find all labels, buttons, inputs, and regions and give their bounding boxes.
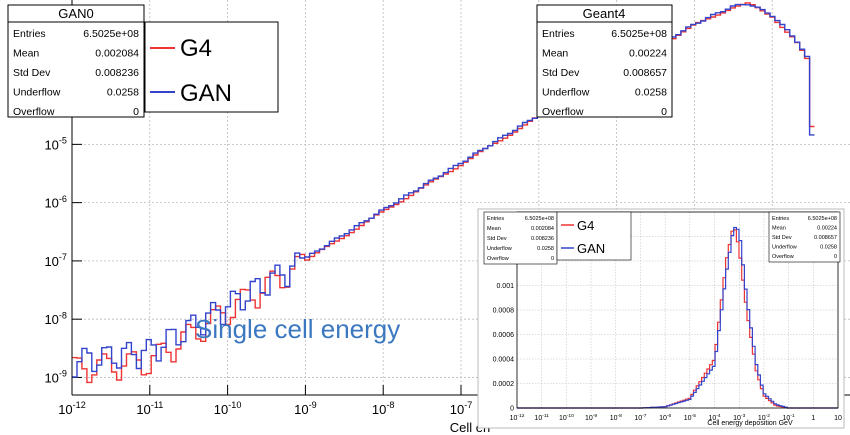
stats-geant4-row-label: Mean [542,48,568,60]
inset-x-tick-label: 10-10 [559,413,574,422]
inset-stats-gan0-row-label: Overflow [487,256,509,262]
stats-gan0-row-value: 0.0258 [107,87,139,99]
main-series [72,2,815,384]
annotation-text: Single cell energy [195,314,400,344]
inset-x-tick-label: 10-6 [659,413,671,422]
inset-y-tick-label: 0 [510,406,514,413]
inset-stats-gan0-row-label: Entries [487,216,504,222]
stats-gan0-row-label: Mean [13,48,39,60]
inset-x-tick-label: 10-7 [634,413,646,422]
inset-plot: 00.00020.00040.00060.00080.0010.00120.00… [477,208,845,429]
inset-x-tick-label: 10 [834,415,842,422]
inset-y-tick-label: 0.0002 [493,381,515,388]
inset-x-tick-label: 10-1 [783,413,795,422]
legend: G4 GAN [144,21,279,113]
inset-stats-geant4-row-label: Mean [772,226,786,232]
inset-x-tick-label: 10-9 [585,413,597,422]
main-y-tick-label: 10-9 [44,369,67,386]
inset-stats-geant4-row-label: Std Dev [772,235,792,241]
stats-geant4-row-value: 0.0258 [635,87,667,99]
main-x-tick-label: 10-11 [136,400,163,417]
stats-box-geant4-rows: Entries 6.5025e+08 Mean 0.00224 Std Dev 0.008… [542,28,667,118]
stats-geant4-row-label: Entries [542,28,575,40]
inset-y-tick-label: 0.0008 [493,308,515,315]
stats-box-gan0: GAN0 Entries 6.5025e+08 Mean 0.002084 Std De… [7,4,145,118]
inset-y-tick-label: 0.0004 [493,357,515,364]
stats-geant4-row-label: Underflow [542,87,590,99]
inset-y-tick-label: 0.001 [496,283,514,290]
inset-stats-geant4-row-value: 0 [834,254,837,260]
stats-box-geant4: Geant4 Entries 6.5025e+08 Mean 0.00224 Std D… [536,4,673,118]
stats-geant4-row-label: Std Dev [542,67,580,79]
main-x-tick-label: 10-12 [58,400,86,417]
main-x-tick-label: 10-8 [372,400,395,417]
inset-x-tick-label: 10-5 [684,413,696,422]
inset-stats-geant4-row-value: 0.0258 [820,245,837,251]
inset-stats-geant4-row-label: Underflow [772,245,797,251]
stats-geant4-row-value: 0 [661,106,667,118]
stats-box-gan0-title: GAN0 [58,6,93,21]
stats-gan0-row-value: 0 [133,106,139,118]
inset-x-tick-label: 10-8 [610,413,622,422]
main-y-tick-label: 10-8 [44,310,67,327]
inset-x-axis-label: Cell energy deposition GeV [707,420,793,427]
stats-gan0-row-label: Overflow [13,106,55,118]
inset-legend-label-g4: G4 [577,218,594,233]
stats-gan0-row-value: 0.002084 [95,48,139,60]
main-y-tick-label: 10-5 [44,136,67,153]
stats-gan0-row-label: Entries [13,28,46,40]
stats-geant4-row-value: 0.00224 [629,48,667,60]
inset-stats-gan0-rows: Entries 6.5025e+08 Mean 0.002084 Std Dev 0.00… [487,216,554,262]
inset-stats-geant4-frame [768,211,841,263]
inset-stats-gan0-row-value: 0 [551,256,554,262]
inset-plot-frame [516,211,839,409]
stats-gan0-row-label: Underflow [13,87,61,99]
inset-x-tick-label: 10-4 [708,413,720,422]
stats-geant4-row-label: Overflow [542,106,584,118]
inset-stats-geant4-row-label: Entries [772,216,789,222]
stats-gan0-row-value: 0.008236 [95,67,139,79]
main-x-tick-label: 10-9 [294,400,317,417]
inset-stats-gan0-row-value: 6.5025e+08 [525,216,554,222]
inset-x-tick-label: 10-11 [534,413,549,422]
inset-legend-label-gan: GAN [577,241,605,256]
inset-stats-gan0-row-label: Std Dev [487,236,507,242]
inset-x-tick-label: 10-3 [733,413,745,422]
stats-gan0-row-label: Std Dev [13,67,51,79]
stats-box-gan0-rows: Entries 6.5025e+08 Mean 0.002084 Std Dev 0.00… [13,28,139,118]
main-y-tick-label: 10-6 [44,194,67,211]
stats-box-gan0-frame [7,4,145,118]
inset-legend-box [556,211,632,261]
inset-stats-geant4-row-value: 6.5025e+08 [808,216,837,222]
stats-geant4-row-value: 0.008657 [623,67,667,79]
main-y-tick-label: 10-7 [44,252,67,269]
inset-stats-geant4-rows: Entries 6.5025e+08 Mean 0.00224 Std Dev 0.008… [772,216,837,260]
main-y-ticks: 10-9 10-8 10-7 10-6 10-5 [44,136,82,386]
inset-x-ticks: 10-12 10-11 10-10 10-9 10-8 10-7 10-6 10-5 10-4 1… [510,413,842,422]
inset-stats-gan0-row-label: Underflow [487,246,512,252]
legend-label-g4: G4 [180,35,212,62]
inset-stats-gan0-row-value: 0.008236 [531,236,554,242]
inset-y-tick-label: 0.0006 [493,332,515,339]
inset-stats-gan0-row-value: 0.002084 [531,226,554,232]
inset-stats-geant4-row-value: 0.00224 [817,226,837,232]
inset-stats-gan0-frame [483,211,558,265]
main-x-tick-label: 10-7 [450,400,473,417]
inset-x-tick-label: 10-12 [510,413,525,422]
legend-box [144,21,279,113]
inset-stats-geant4-row-value: 0.008657 [814,235,837,241]
inset-stats-geant4-row-label: Overflow [772,254,794,260]
inset-x-tick-label: 1 [811,415,815,422]
main-x-tick-label: 10-10 [214,400,242,417]
legend-label-gan: GAN [180,80,232,107]
main-series-gan [72,3,815,378]
stats-box-geant4-title: Geant4 [583,6,626,21]
stats-gan0-row-value: 6.5025e+08 [83,28,139,40]
inset-stats-gan0-row-label: Mean [487,226,501,232]
stats-box-geant4-frame [536,4,673,118]
inset-x-tick-label: 10-2 [758,413,770,422]
stats-geant4-row-value: 6.5025e+08 [611,28,667,40]
inset-stats-gan0-row-value: 0.0258 [537,246,554,252]
